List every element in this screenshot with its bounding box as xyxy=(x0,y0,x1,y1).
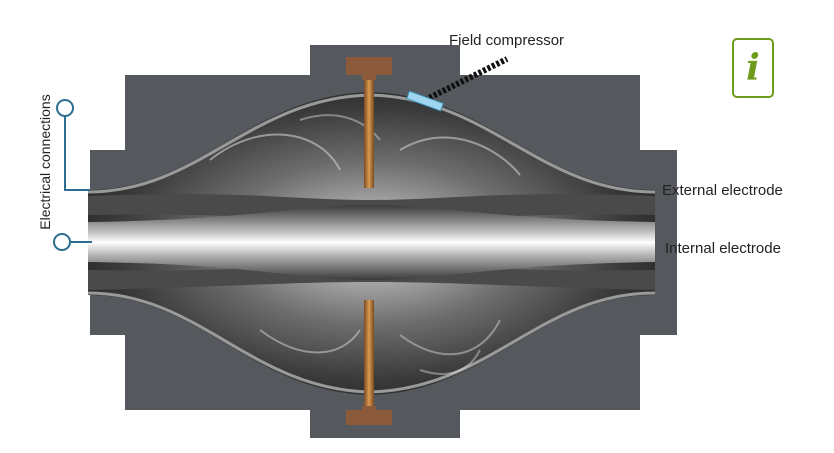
external-electrode-label: External electrode xyxy=(662,182,783,199)
field-compressor-label: Field compressor xyxy=(449,32,565,49)
upper-support-post xyxy=(364,70,374,188)
lower-support-post xyxy=(364,300,374,408)
internal-electrode-core xyxy=(88,205,655,280)
electrical-connections-label: Electrical connections xyxy=(37,94,53,230)
info-icon: i xyxy=(746,47,760,89)
field-compressor xyxy=(406,90,444,112)
connection-terminal-lower xyxy=(53,233,71,251)
field-compressor-pointer xyxy=(423,56,509,103)
info-button[interactable]: i xyxy=(732,38,774,98)
electrical-connection-leads xyxy=(53,99,92,251)
connection-terminal-upper xyxy=(56,99,74,117)
lower-post-cap xyxy=(346,406,392,425)
upper-post-cap xyxy=(346,57,392,80)
internal-electrode-label: Internal electrode xyxy=(665,240,781,257)
